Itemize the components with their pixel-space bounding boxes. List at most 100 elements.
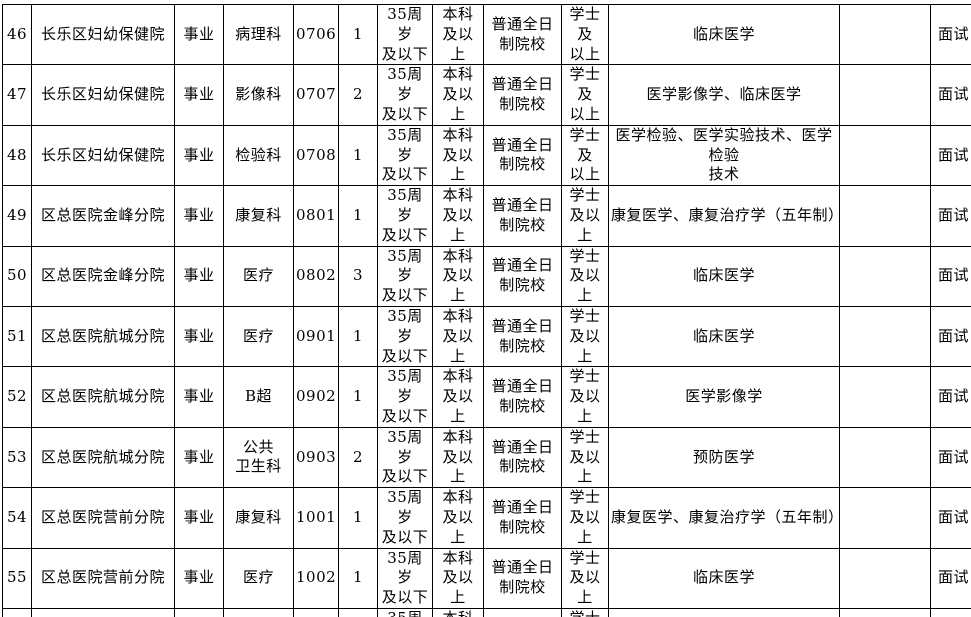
education-requirement: 本科 及以上 bbox=[432, 305, 484, 368]
remark bbox=[839, 64, 931, 126]
table-row: 46 长乐区妇幼保健院 事业 病理科 0706 1 35周岁 及以下 本科 及以上 普通全日 制… bbox=[2, 4, 971, 66]
org-name: 区总医院营前分院 bbox=[31, 487, 175, 549]
table-row: 47 长乐区妇幼保健院 事业 影像科 0707 2 35周岁 及以下 本科 及以上 普通全日 制… bbox=[2, 64, 971, 126]
org-name: 长乐区妇幼保健院 bbox=[31, 124, 175, 187]
row-number: 49 bbox=[2, 185, 32, 247]
department: 医疗 bbox=[223, 245, 294, 307]
school-type: 普通全日 制院校 bbox=[483, 547, 562, 609]
degree-requirement: 学士 及以上 bbox=[561, 366, 609, 428]
exam-type: 面试 bbox=[930, 487, 971, 549]
department: 医疗 bbox=[223, 547, 294, 609]
education-requirement: 本科 及以上 bbox=[432, 245, 484, 307]
degree-requirement: 学士及 以上 bbox=[561, 4, 609, 66]
table-row: 51 区总医院航城分院 事业 医疗 0901 1 35周岁 及以下 本科 及以上 普通全日 制院… bbox=[2, 305, 971, 368]
org-name: 区总医院营前分院 bbox=[31, 547, 175, 609]
position-code: 0901 bbox=[293, 305, 339, 368]
education-requirement: 本科 及以上 bbox=[432, 124, 484, 187]
org-type: 事业 bbox=[174, 305, 224, 368]
department: B超 bbox=[223, 366, 294, 428]
position-code: 0706 bbox=[293, 4, 339, 66]
major-requirement: 康复医学、康复治疗学（五年制） bbox=[608, 487, 840, 549]
position-code: 0902 bbox=[293, 366, 339, 428]
department: 检验科 bbox=[223, 124, 294, 187]
remark bbox=[839, 185, 931, 247]
table-row: 54 区总医院营前分院 事业 康复科 1001 1 35周岁 及以下 本科 及以上 普通全日 制… bbox=[2, 487, 971, 549]
age-requirement: 35周岁 及以下 bbox=[377, 245, 433, 307]
school-type: 普通全日 制院校 bbox=[483, 366, 562, 428]
degree-requirement: 学士 及以上 bbox=[561, 185, 609, 247]
age-requirement: 35周岁 及以下 bbox=[377, 305, 433, 368]
school-type: 普通全日 制院校 bbox=[483, 4, 562, 66]
department: 影像科 bbox=[223, 64, 294, 126]
major-requirement: 临床医学 bbox=[608, 245, 840, 307]
position-code: 0708 bbox=[293, 124, 339, 187]
degree-requirement: 学士 及以上 bbox=[561, 487, 609, 549]
row-number: 55 bbox=[2, 547, 32, 609]
department: 公共 卫生科 bbox=[223, 426, 294, 489]
degree-requirement: 学士 及以上 bbox=[561, 245, 609, 307]
education-requirement: 本科 及以上 bbox=[432, 426, 484, 489]
table-row: 52 区总医院航城分院 事业 B超 0902 1 35周岁 及以下 本科 及以上 普通全日 制院… bbox=[2, 366, 971, 428]
school-type: 普通全日 制院校 bbox=[483, 305, 562, 368]
age-requirement: 35周岁 及以下 bbox=[377, 547, 433, 609]
org-type: 事业 bbox=[174, 607, 224, 617]
row-number: 56 bbox=[2, 607, 32, 617]
major-requirement: 临床医学 bbox=[608, 4, 840, 66]
row-number: 47 bbox=[2, 64, 32, 126]
org-type: 事业 bbox=[174, 64, 224, 126]
department: 医疗 bbox=[223, 305, 294, 368]
remark bbox=[839, 487, 931, 549]
education-requirement: 本科 及以上 bbox=[432, 366, 484, 428]
exam-type: 面试 bbox=[930, 305, 971, 368]
position-code: 0707 bbox=[293, 64, 339, 126]
headcount: 3 bbox=[338, 245, 378, 307]
school-type: 普通全日 制院校 bbox=[483, 607, 562, 617]
age-requirement: 35周岁 及以下 bbox=[377, 124, 433, 187]
headcount: 1 bbox=[338, 305, 378, 368]
education-requirement: 本科 及以上 bbox=[432, 4, 484, 66]
major-requirement: 康复医学、康复治疗学（五年制） bbox=[608, 185, 840, 247]
remark bbox=[839, 547, 931, 609]
remark bbox=[839, 124, 931, 187]
exam-type: 面试 bbox=[930, 185, 971, 247]
remark bbox=[839, 305, 931, 368]
major-requirement: 医学影像学、临床医学 bbox=[608, 64, 840, 126]
table-row: 50 区总医院金峰分院 事业 医疗 0802 3 35周岁 及以下 本科 及以上 普通全日 制院… bbox=[2, 245, 971, 307]
exam-type: 面试 bbox=[930, 64, 971, 126]
position-code: 1001 bbox=[293, 487, 339, 549]
age-requirement: 35周岁 及以下 bbox=[377, 64, 433, 126]
position-code: 1003 bbox=[293, 607, 339, 617]
exam-type: 面试 bbox=[930, 366, 971, 428]
headcount: 1 bbox=[338, 547, 378, 609]
org-type: 事业 bbox=[174, 426, 224, 489]
position-code: 0802 bbox=[293, 245, 339, 307]
table-row: 49 区总医院金峰分院 事业 康复科 0801 1 35周岁 及以下 本科 及以上 普通全日 制… bbox=[2, 185, 971, 247]
school-type: 普通全日 制院校 bbox=[483, 245, 562, 307]
row-number: 48 bbox=[2, 124, 32, 187]
education-requirement: 本科 及以上 bbox=[432, 487, 484, 549]
recruitment-table: 46 长乐区妇幼保健院 事业 病理科 0706 1 35周岁 及以下 本科 及以上 普通全日 制… bbox=[2, 4, 971, 617]
exam-type: 面试 bbox=[930, 124, 971, 187]
headcount: 1 bbox=[338, 4, 378, 66]
remark bbox=[839, 607, 931, 617]
row-number: 46 bbox=[2, 4, 32, 66]
degree-requirement: 学士及 以上 bbox=[561, 64, 609, 126]
major-requirement: 临床医学 bbox=[608, 547, 840, 609]
major-requirement: 预防医学 bbox=[608, 426, 840, 489]
department: B超 bbox=[223, 607, 294, 617]
degree-requirement: 学士 及以上 bbox=[561, 607, 609, 617]
education-requirement: 本科 及以上 bbox=[432, 64, 484, 126]
headcount: 1 bbox=[338, 607, 378, 617]
org-name: 区总医院金峰分院 bbox=[31, 185, 175, 247]
row-number: 54 bbox=[2, 487, 32, 549]
org-type: 事业 bbox=[174, 124, 224, 187]
org-type: 事业 bbox=[174, 4, 224, 66]
age-requirement: 35周岁 及以下 bbox=[377, 366, 433, 428]
table-row: 55 区总医院营前分院 事业 医疗 1002 1 35周岁 及以下 本科 及以上 普通全日 制院… bbox=[2, 547, 971, 609]
recruitment-table-body: 46 长乐区妇幼保健院 事业 病理科 0706 1 35周岁 及以下 本科 及以上 普通全日 制… bbox=[2, 4, 971, 617]
headcount: 1 bbox=[338, 366, 378, 428]
degree-requirement: 学士 及以上 bbox=[561, 547, 609, 609]
remark bbox=[839, 366, 931, 428]
position-code: 0903 bbox=[293, 426, 339, 489]
row-number: 52 bbox=[2, 366, 32, 428]
